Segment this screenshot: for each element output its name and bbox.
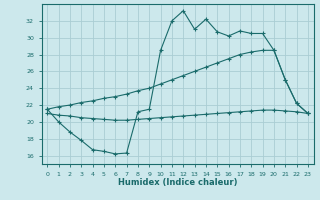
X-axis label: Humidex (Indice chaleur): Humidex (Indice chaleur) xyxy=(118,178,237,187)
